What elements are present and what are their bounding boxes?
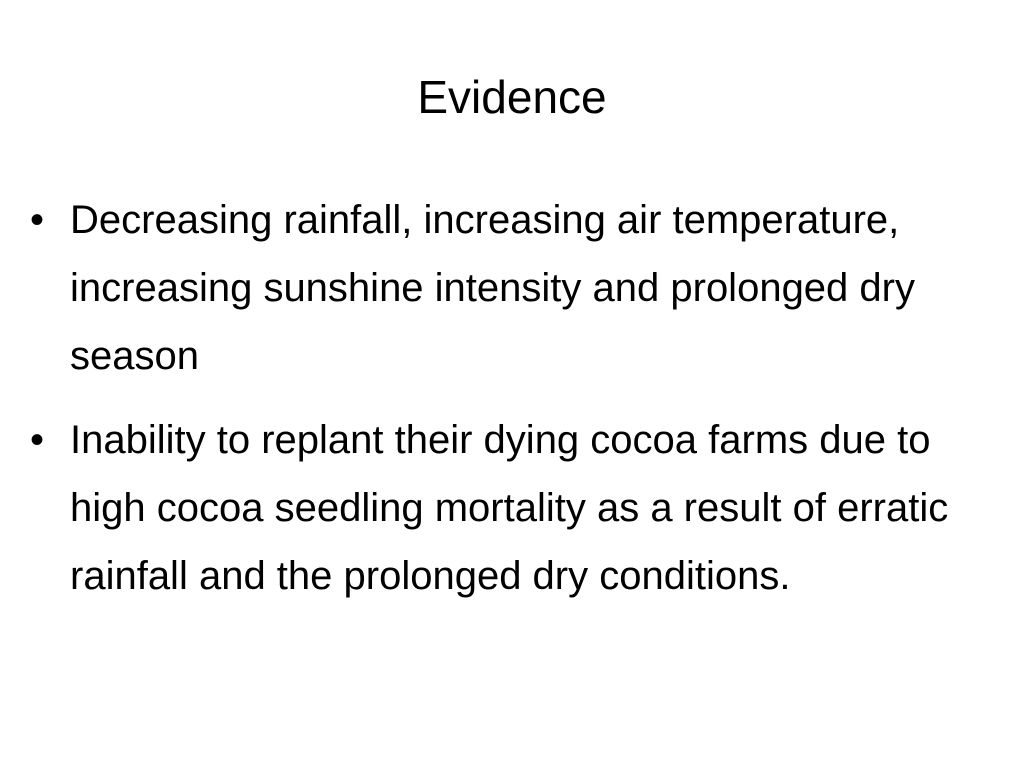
- bullet-list: Decreasing rainfall, increasing air temp…: [0, 186, 970, 626]
- slide-title: Evidence: [417, 71, 607, 123]
- bullet: Inability to replant their dying cocoa f…: [30, 406, 970, 610]
- bullet: Decreasing rainfall, increasing air temp…: [30, 186, 970, 390]
